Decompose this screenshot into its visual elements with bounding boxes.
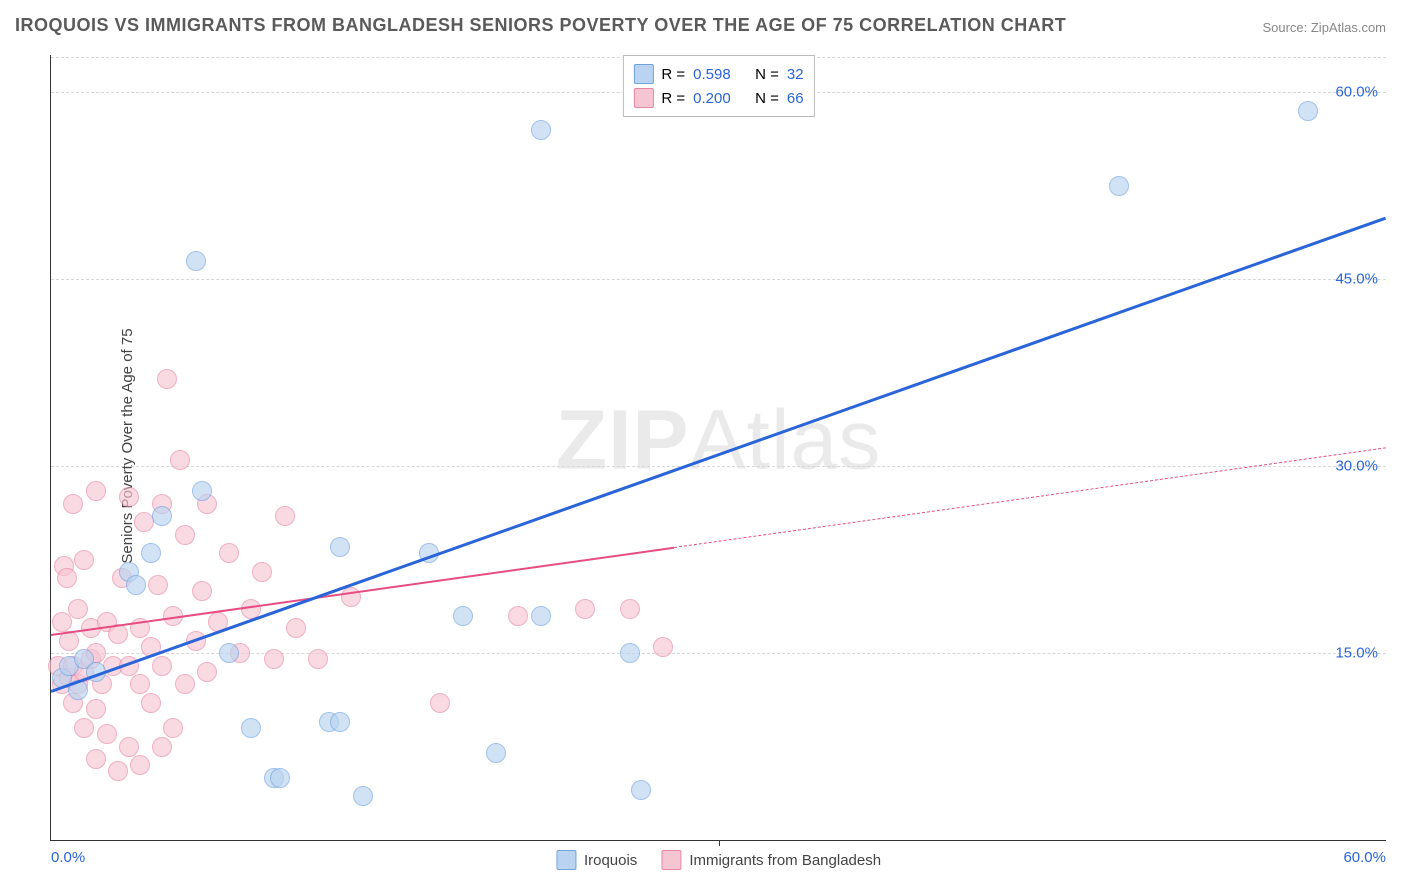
data-point xyxy=(97,724,117,744)
data-point xyxy=(130,755,150,775)
data-point xyxy=(270,768,290,788)
data-point xyxy=(531,606,551,626)
y-tick-label: 30.0% xyxy=(1335,458,1378,475)
data-point xyxy=(620,643,640,663)
data-point xyxy=(152,656,172,676)
data-point xyxy=(192,481,212,501)
data-point xyxy=(108,761,128,781)
plot-area: ZIPAtlas 15.0%30.0%45.0%60.0% 0.0%60.0% … xyxy=(50,55,1386,841)
source-label: Source: ZipAtlas.com xyxy=(1262,20,1386,35)
data-point xyxy=(157,369,177,389)
x-tick-label: 60.0% xyxy=(1343,849,1386,866)
data-point xyxy=(141,543,161,563)
data-point xyxy=(653,637,673,657)
data-point xyxy=(86,699,106,719)
data-point xyxy=(141,693,161,713)
data-point xyxy=(197,662,217,682)
data-point xyxy=(74,550,94,570)
data-point xyxy=(119,737,139,757)
data-point xyxy=(241,718,261,738)
chart-title: IROQUOIS VS IMMIGRANTS FROM BANGLADESH S… xyxy=(15,15,1066,36)
r-label: R = xyxy=(661,66,685,83)
data-point xyxy=(453,606,473,626)
data-point xyxy=(152,737,172,757)
data-point xyxy=(192,581,212,601)
correlation-legend: R = 0.598 N = 32 R = 0.200 N = 66 xyxy=(622,55,814,117)
legend-series1: Iroquois xyxy=(556,850,637,870)
data-point xyxy=(148,575,168,595)
data-point xyxy=(575,599,595,619)
n-label: N = xyxy=(755,90,779,107)
data-point xyxy=(175,525,195,545)
watermark: ZIPAtlas xyxy=(556,391,881,488)
data-point xyxy=(620,599,640,619)
data-point xyxy=(631,780,651,800)
n-value: 66 xyxy=(787,90,804,107)
x-tick-label: 0.0% xyxy=(51,849,85,866)
n-value: 32 xyxy=(787,66,804,83)
data-point xyxy=(126,575,146,595)
data-point xyxy=(219,643,239,663)
n-label: N = xyxy=(755,66,779,83)
legend-row-series1: R = 0.598 N = 32 xyxy=(633,62,803,86)
swatch-series2-icon xyxy=(661,850,681,870)
data-point xyxy=(508,606,528,626)
data-point xyxy=(163,718,183,738)
y-tick-label: 45.0% xyxy=(1335,271,1378,288)
data-point xyxy=(531,120,551,140)
data-point xyxy=(275,506,295,526)
r-label: R = xyxy=(661,90,685,107)
data-point xyxy=(286,618,306,638)
r-value: 0.598 xyxy=(693,66,747,83)
data-point xyxy=(330,537,350,557)
data-point xyxy=(152,506,172,526)
legend-series2: Immigrants from Bangladesh xyxy=(661,850,881,870)
data-point xyxy=(86,481,106,501)
data-point xyxy=(430,693,450,713)
legend-row-series2: R = 0.200 N = 66 xyxy=(633,86,803,110)
data-point xyxy=(57,568,77,588)
data-point xyxy=(264,649,284,669)
data-point xyxy=(330,712,350,732)
data-point xyxy=(252,562,272,582)
y-tick-label: 15.0% xyxy=(1335,645,1378,662)
r-value: 0.200 xyxy=(693,90,747,107)
data-point xyxy=(353,786,373,806)
data-point xyxy=(86,749,106,769)
data-point xyxy=(308,649,328,669)
data-point xyxy=(68,599,88,619)
data-point xyxy=(175,674,195,694)
y-tick-label: 60.0% xyxy=(1335,84,1378,101)
legend-series1-label: Iroquois xyxy=(584,852,637,869)
series-legend: Iroquois Immigrants from Bangladesh xyxy=(556,850,881,870)
swatch-series2 xyxy=(633,88,653,108)
swatch-series1 xyxy=(633,64,653,84)
data-point xyxy=(1109,176,1129,196)
data-point xyxy=(486,743,506,763)
data-point xyxy=(219,543,239,563)
data-point xyxy=(74,718,94,738)
legend-series2-label: Immigrants from Bangladesh xyxy=(689,852,881,869)
data-point xyxy=(119,487,139,507)
series1-trendline xyxy=(50,217,1386,693)
data-point xyxy=(170,450,190,470)
swatch-series1-icon xyxy=(556,850,576,870)
data-point xyxy=(63,494,83,514)
data-point xyxy=(186,251,206,271)
data-point xyxy=(130,674,150,694)
data-point xyxy=(1298,101,1318,121)
